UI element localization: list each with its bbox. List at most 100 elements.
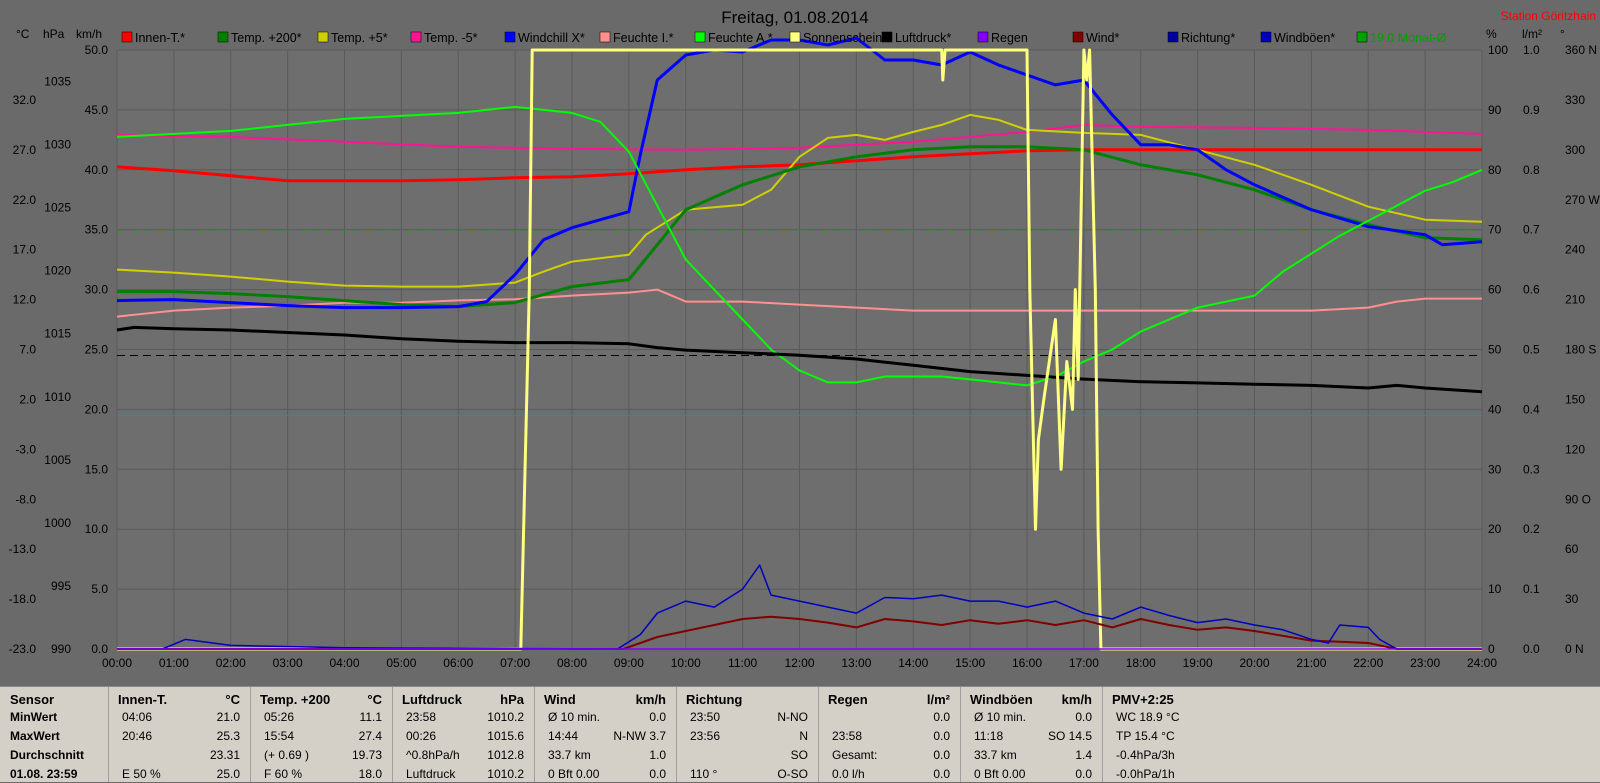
stats-cell-left: Luftdruck xyxy=(406,767,456,781)
stats-row: 14:44 N-NW 3.7 xyxy=(534,728,676,745)
stats-cell-left: 11:18 xyxy=(974,729,1004,743)
y-tick-label-hpa: 990 xyxy=(51,642,71,656)
y-tick-label-pct: 40 xyxy=(1488,402,1502,416)
stats-cell-left: 15:54 xyxy=(264,729,295,743)
y-tick-label-pct: 100 xyxy=(1488,43,1508,57)
y-tick-label-c: -23.0 xyxy=(9,642,37,656)
stats-cell-left: ^0.8hPa/h xyxy=(406,748,460,762)
y-tick-label-c: 32.0 xyxy=(13,93,37,107)
stats-header-label: Innen-T. xyxy=(118,692,168,707)
unit-label-hpa: hPa xyxy=(43,27,65,41)
stats-cell-value: 25.0 xyxy=(216,767,240,781)
stats-header-unit: °C xyxy=(225,692,240,707)
stats-header-unit: km/h xyxy=(1061,692,1092,707)
stats-cell-left: 23:56 xyxy=(690,729,721,743)
y-tick-label-deg: 300 xyxy=(1565,143,1585,157)
legend-label: Temp. +5* xyxy=(331,31,388,45)
y-tick-label-hpa: 1000 xyxy=(44,516,71,530)
x-tick-label: 19:00 xyxy=(1183,656,1213,670)
legend-swatch xyxy=(1072,31,1084,43)
legend-swatch xyxy=(317,31,329,43)
x-tick-label: 01:00 xyxy=(159,656,189,670)
x-tick-label: 22:00 xyxy=(1353,656,1383,670)
legend-swatch xyxy=(694,31,706,43)
x-tick-label: 16:00 xyxy=(1012,656,1042,670)
stats-header: Richtung xyxy=(676,691,818,708)
stats-cell-value: 0.0 xyxy=(933,748,950,762)
y-tick-label-kmh: 25.0 xyxy=(85,343,109,357)
y-tick-label-c: 27.0 xyxy=(13,143,37,157)
legend-swatch xyxy=(410,31,422,43)
series-line xyxy=(116,325,1483,394)
stats-row: 23:56 N xyxy=(676,728,818,745)
series-line xyxy=(117,615,1482,650)
y-tick-label-lm2: 0.2 xyxy=(1523,522,1540,536)
stats-row: 04:06 21.0 xyxy=(108,709,250,726)
unit-label-degree: ° xyxy=(1560,27,1565,41)
y-tick-label-deg: 210 xyxy=(1565,293,1585,307)
stats-header-unit: km/h xyxy=(635,692,666,707)
grid xyxy=(116,49,1483,650)
series-line xyxy=(117,48,1482,651)
stats-cell-value: 1.0 xyxy=(649,748,666,762)
y-tick-label-kmh: 0.0 xyxy=(91,642,108,656)
stats-header-label: Luftdruck xyxy=(402,692,462,707)
legend-swatch xyxy=(599,31,611,43)
station-name: Station Göritzhain xyxy=(1501,9,1596,23)
stats-row: WC 18.9 °C xyxy=(1102,709,1600,726)
stats-cell-value: 25.3 xyxy=(216,729,240,743)
stats-row: 23:58 1010.2 xyxy=(392,709,534,726)
stats-cell-left: 20:46 xyxy=(122,729,153,743)
y-tick-label-lm2: 0.1 xyxy=(1523,582,1540,596)
series-line xyxy=(116,148,1482,183)
y-tick-label-deg: 270 W xyxy=(1565,193,1600,207)
chart-series xyxy=(116,36,1483,651)
y-tick-label-kmh: 35.0 xyxy=(85,223,109,237)
stats-header-unit: hPa xyxy=(500,692,524,707)
stats-row-label: MinWert xyxy=(10,710,58,724)
y-tick-label-c: 12.0 xyxy=(13,293,37,307)
stats-cell-left: 00:26 xyxy=(406,729,437,743)
stats-cell-value: 0.0 xyxy=(933,767,950,781)
y-tick-label-deg: 0 N xyxy=(1565,642,1584,656)
y-tick-label-deg: 240 xyxy=(1565,243,1585,257)
stats-cell-left: Gesamt: xyxy=(832,748,878,762)
stats-cell-left: 0 Bft 0.00 xyxy=(548,767,600,781)
y-tick-label-kmh: 40.0 xyxy=(85,163,109,177)
y-tick-label-hpa: 1015 xyxy=(44,327,71,341)
stats-row: Gesamt: 0.0 xyxy=(818,747,960,764)
stats-column: PMV+2:25 WC 18.9 °C TP 15.4 °C -0.4hPa/3h -0… xyxy=(1102,687,1600,782)
y-tick-label-c: 7.0 xyxy=(19,343,36,357)
legend-label: 19.0 Monat-Ø xyxy=(1370,31,1447,45)
y-tick-label-deg: 30 xyxy=(1565,592,1579,606)
y-tick-label-c: -18.0 xyxy=(9,592,37,606)
x-tick-label: 12:00 xyxy=(784,656,814,670)
stats-cell-value: 21.0 xyxy=(216,710,240,724)
x-tick-label: 11:00 xyxy=(728,656,757,670)
stats-cell-left: (+ 0.69 ) xyxy=(264,748,310,762)
legend-label: Sonnenschein xyxy=(803,31,882,45)
stats-row-label: 01.08. 23:59 xyxy=(10,767,78,781)
legend-label: Innen-T.* xyxy=(135,31,185,45)
legend-label: Windböen* xyxy=(1274,31,1335,45)
y-tick-label-c: 2.0 xyxy=(19,392,36,406)
y-tick-label-lm2: 0.5 xyxy=(1523,343,1540,357)
stats-row: 01.08. 23:59 xyxy=(0,766,108,783)
x-tick-label: 17:00 xyxy=(1069,656,1099,670)
y-tick-label-hpa: 1010 xyxy=(44,390,71,404)
stats-column: Luftdruck hPa 23:58 1010.2 00:26 1015.6 ^0.8hP… xyxy=(392,687,535,782)
y-tick-label-pct: 10 xyxy=(1488,582,1502,596)
stats-header: Windböen km/h xyxy=(960,691,1102,708)
x-tick-label: 03:00 xyxy=(273,656,303,670)
y-tick-label-lm2: 0.9 xyxy=(1523,103,1540,117)
stats-row: 11:18 SO 14.5 xyxy=(960,728,1102,745)
stats-header: Sensor xyxy=(0,691,108,708)
x-tick-label: 14:00 xyxy=(898,656,928,670)
stats-column: Temp. +200 °C 05:26 11.1 15:54 27.4 (+ 0.69 ) 1… xyxy=(250,687,393,782)
stats-row: -0.4hPa/3h xyxy=(1102,747,1600,764)
stats-row: Ø 10 min. 0.0 xyxy=(960,709,1102,726)
stats-header-label: Wind xyxy=(544,692,576,707)
stats-cell-left: Ø 10 min. xyxy=(974,710,1027,724)
stats-cell-left: 33.7 km xyxy=(974,748,1017,762)
x-tick-label: 05:00 xyxy=(386,656,416,670)
